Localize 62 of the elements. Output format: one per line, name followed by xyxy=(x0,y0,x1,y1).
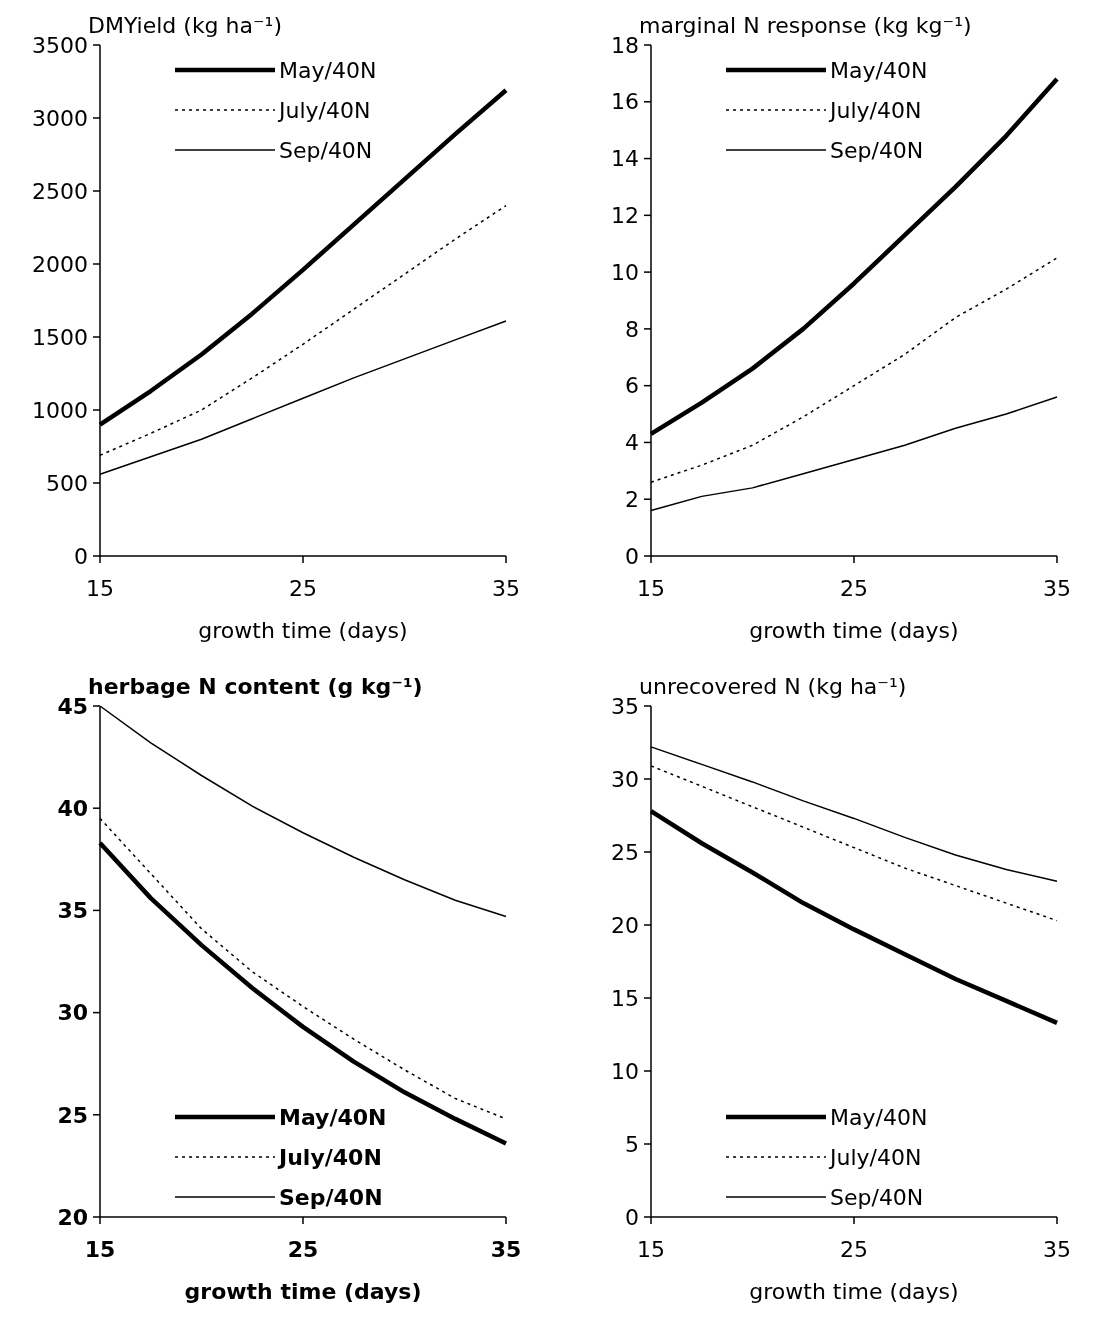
chart-title: marginal N response (kg kg⁻¹) xyxy=(639,13,972,38)
x-tick-label: 35 xyxy=(1043,1237,1071,1262)
y-tick-label: 2 xyxy=(625,486,639,512)
y-tick-label: 4 xyxy=(625,430,639,456)
legend-label: May/40N xyxy=(279,1105,387,1130)
x-tick-label: 25 xyxy=(287,1237,319,1262)
x-axis-title: growth time (days) xyxy=(749,618,959,643)
y-tick-label: 30 xyxy=(611,766,639,792)
y-tick-label: 500 xyxy=(46,470,88,496)
legend-label: July/40N xyxy=(277,98,371,123)
x-tick-label: 15 xyxy=(84,1237,116,1262)
chart-title: unrecovered N (kg ha⁻¹) xyxy=(639,674,907,699)
y-tick-label: 0 xyxy=(625,1204,639,1230)
x-tick-label: 35 xyxy=(492,576,520,601)
legend-label: May/40N xyxy=(830,58,928,83)
y-tick-label: 20 xyxy=(611,912,639,938)
y-tick-label: 25 xyxy=(611,839,639,865)
y-tick-label: 35 xyxy=(57,898,88,924)
y-tick-label: 0 xyxy=(74,543,88,569)
y-tick-label: 3500 xyxy=(32,32,88,58)
y-tick-label: 10 xyxy=(611,259,639,285)
x-axis-title: growth time (days) xyxy=(184,1279,422,1304)
y-tick-label: 5 xyxy=(625,1131,639,1157)
y-tick-label: 15 xyxy=(611,985,639,1011)
y-tick-label: 0 xyxy=(625,543,639,569)
y-tick-label: 14 xyxy=(611,146,639,172)
y-tick-label: 40 xyxy=(57,795,88,821)
y-tick-label: 1500 xyxy=(32,324,88,350)
legend-label: Sep/40N xyxy=(279,1185,383,1210)
x-tick-label: 35 xyxy=(1043,576,1071,601)
y-tick-label: 12 xyxy=(611,203,639,229)
legend-label: Sep/40N xyxy=(830,1185,924,1210)
y-tick-label: 20 xyxy=(57,1204,88,1230)
chart-title: DMYield (kg ha⁻¹) xyxy=(88,13,283,38)
y-tick-label: 2000 xyxy=(32,251,88,277)
y-tick-label: 45 xyxy=(57,693,88,719)
legend-label: July/40N xyxy=(828,98,922,123)
x-tick-label: 25 xyxy=(289,576,317,601)
y-tick-label: 18 xyxy=(611,32,639,58)
x-axis-title: growth time (days) xyxy=(749,1279,959,1304)
y-tick-label: 3000 xyxy=(32,105,88,131)
chart-title: herbage N content (g kg⁻¹) xyxy=(88,674,423,699)
x-tick-label: 25 xyxy=(840,1237,868,1262)
y-tick-label: 25 xyxy=(57,1102,88,1128)
y-tick-label: 30 xyxy=(57,1000,88,1026)
x-axis-title: growth time (days) xyxy=(198,618,408,643)
x-tick-label: 25 xyxy=(840,576,868,601)
x-tick-label: 15 xyxy=(86,576,114,601)
legend-label: May/40N xyxy=(279,58,377,83)
legend-label: Sep/40N xyxy=(279,138,373,163)
legend-label: July/40N xyxy=(277,1145,382,1170)
legend-label: July/40N xyxy=(828,1145,922,1170)
x-tick-label: 35 xyxy=(490,1237,522,1262)
y-tick-label: 2500 xyxy=(32,178,88,204)
y-tick-label: 16 xyxy=(611,89,639,115)
y-tick-label: 35 xyxy=(611,693,639,719)
y-tick-label: 1000 xyxy=(32,397,88,423)
legend-label: May/40N xyxy=(830,1105,928,1130)
y-tick-label: 10 xyxy=(611,1058,639,1084)
legend-label: Sep/40N xyxy=(830,138,924,163)
y-tick-label: 8 xyxy=(625,316,639,342)
y-tick-label: 6 xyxy=(625,373,639,399)
